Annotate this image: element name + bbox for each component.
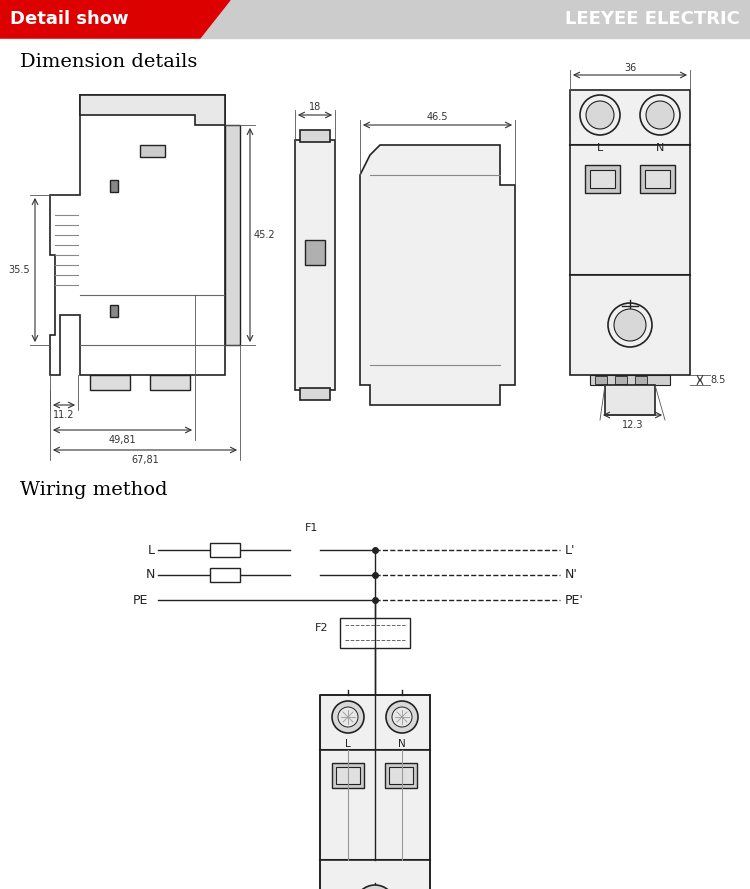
Text: 35.5: 35.5 xyxy=(8,265,30,275)
Bar xyxy=(340,618,410,648)
Bar xyxy=(225,125,240,345)
Bar xyxy=(300,130,330,142)
Circle shape xyxy=(332,701,364,733)
Text: L: L xyxy=(148,543,155,557)
Text: Dimension details: Dimension details xyxy=(20,53,197,71)
Bar xyxy=(295,140,335,390)
Bar xyxy=(585,165,620,193)
Bar xyxy=(645,170,670,188)
Circle shape xyxy=(338,707,358,727)
Bar xyxy=(110,305,118,317)
Bar xyxy=(140,145,165,157)
Bar xyxy=(590,170,615,188)
Bar xyxy=(320,695,430,889)
Bar xyxy=(605,385,655,415)
Bar xyxy=(615,376,627,384)
Bar xyxy=(320,750,430,860)
Bar xyxy=(300,388,330,400)
Text: PE': PE' xyxy=(565,594,584,606)
Text: Detail show: Detail show xyxy=(10,10,129,28)
Text: 49,81: 49,81 xyxy=(109,435,136,445)
Polygon shape xyxy=(0,0,230,38)
Bar xyxy=(210,543,240,557)
Text: L: L xyxy=(597,143,603,153)
Bar xyxy=(389,767,413,784)
Circle shape xyxy=(586,101,614,129)
Text: F2: F2 xyxy=(315,623,328,633)
Text: N: N xyxy=(656,143,664,153)
Polygon shape xyxy=(360,145,515,405)
Text: 12.3: 12.3 xyxy=(622,420,644,430)
Bar xyxy=(570,145,690,275)
Bar xyxy=(0,0,750,38)
Text: 8.5: 8.5 xyxy=(710,375,726,385)
Text: 11.2: 11.2 xyxy=(53,410,75,420)
Text: LEEYEE ELECTRIC: LEEYEE ELECTRIC xyxy=(566,10,740,28)
Bar xyxy=(210,568,240,582)
Bar xyxy=(570,90,690,145)
Bar xyxy=(590,375,670,385)
Bar xyxy=(336,767,360,784)
Text: 67,81: 67,81 xyxy=(131,455,159,465)
Text: 46.5: 46.5 xyxy=(427,112,448,122)
Circle shape xyxy=(355,885,395,889)
Polygon shape xyxy=(80,95,225,125)
Bar xyxy=(640,165,675,193)
Bar xyxy=(635,376,647,384)
Bar xyxy=(150,375,190,390)
Circle shape xyxy=(386,701,418,733)
Text: N: N xyxy=(398,739,406,749)
Text: N': N' xyxy=(565,568,578,581)
Bar xyxy=(332,763,364,788)
Circle shape xyxy=(614,309,646,341)
Bar xyxy=(305,240,325,265)
Bar xyxy=(320,695,430,750)
Circle shape xyxy=(646,101,674,129)
Text: 18: 18 xyxy=(309,102,321,112)
Text: F1: F1 xyxy=(305,523,318,533)
Text: N: N xyxy=(146,568,155,581)
Bar xyxy=(90,375,130,390)
Text: L: L xyxy=(345,739,351,749)
Bar xyxy=(595,376,607,384)
Text: L': L' xyxy=(565,543,575,557)
Bar xyxy=(110,180,118,192)
Bar xyxy=(570,275,690,375)
Text: 45.2: 45.2 xyxy=(254,230,274,240)
Circle shape xyxy=(392,707,412,727)
Text: PE: PE xyxy=(133,594,148,606)
Text: Wiring method: Wiring method xyxy=(20,481,167,499)
Bar xyxy=(385,763,417,788)
Text: 36: 36 xyxy=(624,63,636,73)
Bar xyxy=(320,860,430,889)
